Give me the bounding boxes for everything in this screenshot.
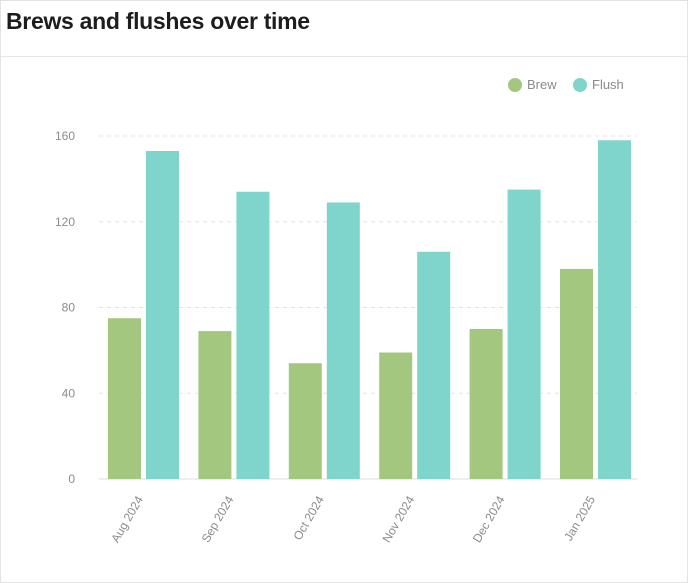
bar-flush-3[interactable] xyxy=(417,251,451,479)
bar-brew-4[interactable] xyxy=(469,328,503,479)
y-tick-label: 160 xyxy=(55,129,75,143)
bar-flush-0[interactable] xyxy=(146,151,179,479)
bar-brew-1[interactable] xyxy=(198,331,232,479)
legend-swatch-flush xyxy=(573,78,587,92)
bar-flush-5[interactable] xyxy=(598,140,631,479)
y-tick-label: 120 xyxy=(55,215,75,229)
x-tick-label: Jan 2025 xyxy=(561,493,598,543)
x-tick-label: Aug 2024 xyxy=(108,493,146,545)
bar-brew-2[interactable] xyxy=(288,363,322,479)
x-tick-label: Nov 2024 xyxy=(379,493,417,545)
card-header: Brews and flushes over time xyxy=(1,1,687,57)
y-tick-label: 40 xyxy=(62,386,76,400)
bar-flush-4[interactable] xyxy=(507,189,541,479)
bar-chart: 0 40 80 120 160 Aug 2024 Sep 2024 Oct 2024 Nov … xyxy=(55,77,637,545)
bar-brew-0[interactable] xyxy=(108,318,141,479)
legend-swatch-brew xyxy=(508,78,522,92)
legend-item-flush[interactable]: Flush xyxy=(592,77,624,92)
chart-title: Brews and flushes over time xyxy=(6,8,310,34)
y-tick-label: 80 xyxy=(62,301,76,315)
x-axis: Aug 2024 Sep 2024 Oct 2024 Nov 2024 Dec 2024… xyxy=(108,493,598,545)
bar-flush-1[interactable] xyxy=(236,191,270,480)
bar-brew-5[interactable] xyxy=(560,268,593,479)
x-tick-label: Oct 2024 xyxy=(290,493,327,542)
x-tick-label: Dec 2024 xyxy=(470,493,508,545)
legend: Brew Flush xyxy=(508,77,624,92)
bars xyxy=(108,140,631,480)
x-tick-label: Sep 2024 xyxy=(199,493,237,545)
legend-item-brew[interactable]: Brew xyxy=(527,77,557,92)
y-axis: 0 40 80 120 160 xyxy=(55,129,75,486)
gridlines xyxy=(99,135,637,480)
bar-flush-2[interactable] xyxy=(326,202,360,480)
y-tick-label: 0 xyxy=(68,472,75,486)
bar-brew-3[interactable] xyxy=(379,352,413,479)
